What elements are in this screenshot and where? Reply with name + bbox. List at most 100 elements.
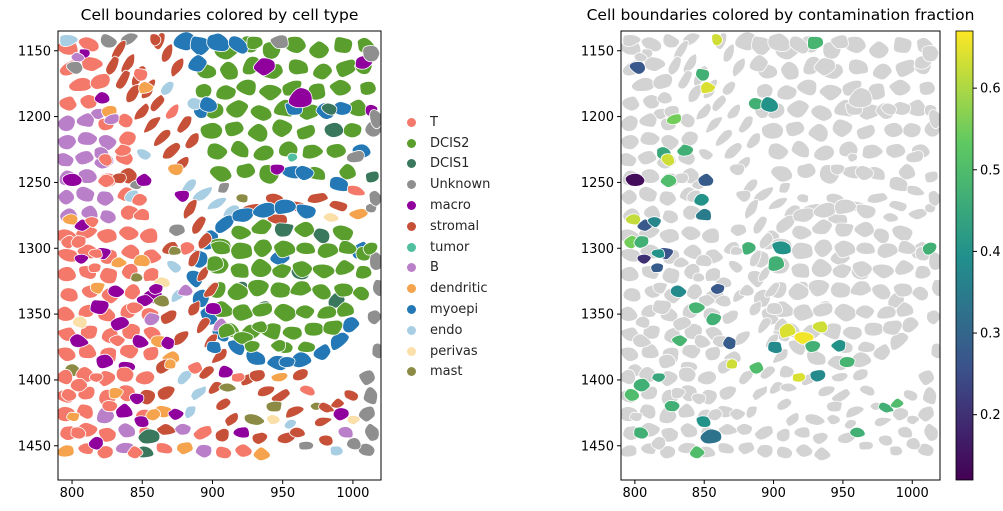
cell	[894, 58, 917, 78]
cell	[921, 45, 940, 63]
legend-marker-icon	[407, 159, 416, 169]
cell	[74, 150, 95, 166]
cell	[660, 153, 675, 167]
cell	[81, 56, 104, 72]
cell	[358, 369, 376, 386]
cell	[58, 95, 78, 112]
cell	[251, 431, 269, 445]
cell	[333, 282, 354, 298]
cell	[316, 242, 339, 259]
cell	[806, 348, 827, 366]
cell	[143, 116, 162, 134]
cell	[152, 294, 170, 308]
x-tick-label: 950	[830, 486, 855, 501]
cell	[659, 173, 678, 188]
cell	[658, 190, 677, 207]
cell	[176, 115, 193, 134]
cell	[88, 248, 103, 259]
cell	[756, 444, 774, 459]
cell	[631, 77, 656, 92]
cell	[243, 340, 261, 353]
cell	[872, 343, 891, 361]
cell	[872, 227, 890, 245]
y-tick-label: 1400	[18, 373, 51, 388]
cell	[643, 204, 661, 220]
cell	[173, 189, 190, 203]
cell	[764, 281, 781, 298]
cell	[748, 361, 765, 375]
cell	[851, 260, 873, 278]
cell	[68, 77, 93, 92]
cell	[330, 397, 345, 409]
cell	[638, 186, 658, 203]
cell	[905, 437, 921, 451]
cell	[230, 140, 250, 159]
cell	[748, 54, 769, 73]
cell	[775, 214, 796, 234]
legend-item-macro: macro	[399, 195, 490, 216]
cell	[767, 142, 789, 161]
cell	[796, 193, 809, 204]
cell	[693, 334, 712, 349]
cell	[786, 99, 810, 119]
legend-item-dcis1: DCIS1	[399, 154, 490, 175]
cell	[133, 415, 150, 428]
cell	[230, 241, 253, 260]
x-tick-label: 800	[60, 486, 85, 501]
cell	[322, 319, 344, 336]
cell	[792, 372, 807, 383]
cell	[89, 299, 110, 315]
cell	[126, 445, 144, 460]
cell	[621, 305, 639, 322]
cell	[177, 283, 194, 297]
legend-marker-icon	[407, 284, 416, 294]
colorbar-tick-label: 0.6	[980, 82, 1001, 97]
cell	[88, 436, 104, 451]
cell	[292, 368, 309, 382]
cell	[878, 434, 894, 447]
cell	[892, 407, 909, 422]
cell	[722, 335, 737, 351]
y-tick-label: 1400	[581, 373, 614, 388]
cell	[876, 242, 899, 259]
cell	[226, 282, 249, 301]
cell	[737, 441, 755, 455]
cell	[332, 224, 354, 242]
cell	[316, 305, 338, 320]
cell	[842, 325, 863, 341]
cell	[826, 414, 841, 426]
cell	[229, 262, 250, 279]
cell	[845, 405, 865, 419]
cell	[898, 163, 917, 181]
cell	[231, 207, 255, 223]
x-tick-label: 900	[761, 486, 786, 501]
cell	[231, 303, 254, 322]
cell	[918, 80, 936, 96]
cell	[732, 57, 746, 78]
cell	[632, 377, 651, 393]
cell	[688, 301, 706, 315]
cell	[190, 385, 207, 401]
cell	[58, 368, 74, 386]
cell	[142, 346, 160, 362]
cell	[888, 79, 912, 97]
cell	[70, 51, 85, 63]
cell	[224, 412, 239, 427]
cell	[298, 440, 315, 451]
cell	[721, 80, 737, 96]
cell	[372, 279, 381, 297]
cell	[813, 144, 835, 162]
cell	[287, 152, 298, 163]
legend-marker-icon	[407, 221, 416, 231]
cell	[906, 184, 925, 197]
cell	[101, 400, 119, 413]
cell	[729, 223, 747, 237]
cell	[928, 251, 940, 271]
cell	[78, 343, 97, 359]
cell	[678, 366, 697, 383]
cell	[287, 58, 309, 76]
cell	[883, 122, 904, 138]
cell	[692, 272, 706, 283]
cell	[761, 122, 784, 140]
